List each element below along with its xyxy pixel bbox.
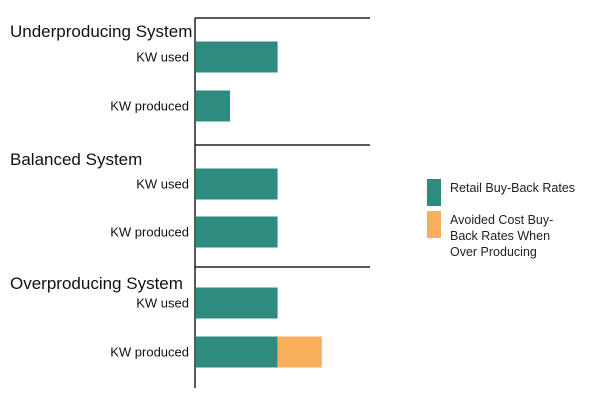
- legend-swatch-retail: [427, 179, 441, 206]
- legend-swatch-avoided-cost: [427, 211, 441, 238]
- panel-title: Balanced System: [10, 150, 142, 169]
- row-label: KW produced: [110, 99, 189, 114]
- panel-title: Overproducing System: [10, 274, 183, 293]
- row-label: KW used: [136, 296, 189, 311]
- bar-segment-retail: [196, 90, 230, 122]
- row-label: KW used: [136, 177, 189, 192]
- legend-label-line: Avoided Cost Buy-: [450, 213, 553, 227]
- row-label: KW produced: [110, 225, 189, 240]
- bar-segment-avoided-cost: [277, 336, 322, 368]
- bar-segment-retail: [196, 41, 278, 73]
- bar-segment-retail: [196, 287, 278, 319]
- legend-label-line: Retail Buy-Back Rates: [450, 181, 575, 195]
- legend-label-line: Over Producing: [450, 245, 537, 259]
- panels-group: Underproducing System KW used KW produced B…: [10, 17, 370, 368]
- bar-segment-retail: [196, 336, 278, 368]
- bar-segment-retail: [196, 168, 278, 200]
- row-label: KW used: [136, 50, 189, 65]
- legend: Retail Buy-Back Rates Avoided Cost Buy- Ba…: [427, 179, 575, 259]
- legend-label-line: Back Rates When: [450, 229, 550, 243]
- panel-title: Underproducing System: [10, 22, 192, 41]
- bar-segment-retail: [196, 216, 278, 248]
- row-label: KW produced: [110, 345, 189, 360]
